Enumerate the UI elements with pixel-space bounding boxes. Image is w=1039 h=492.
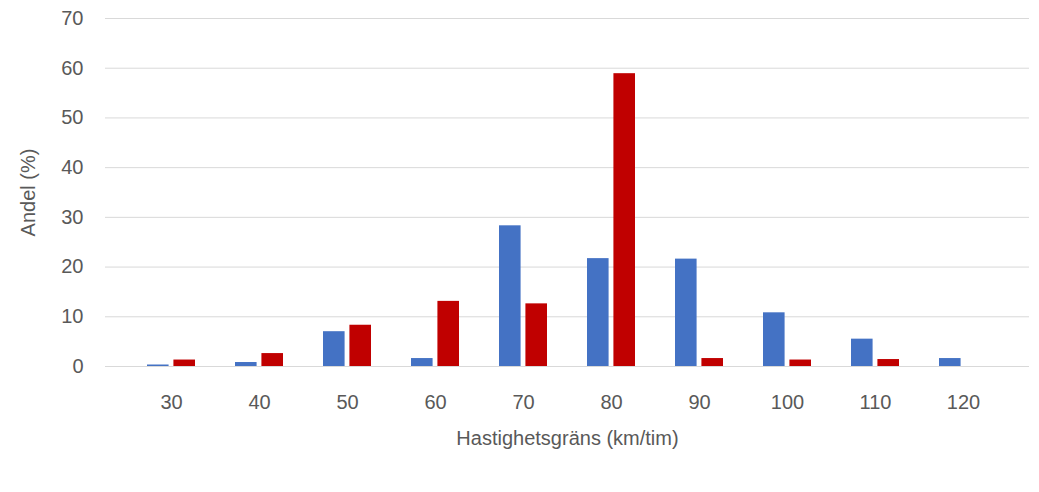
- svg-text:60: 60: [424, 391, 446, 413]
- svg-text:20: 20: [61, 255, 83, 277]
- svg-text:110: 110: [860, 391, 892, 413]
- svg-text:120: 120: [947, 391, 980, 413]
- svg-text:90: 90: [688, 391, 710, 413]
- svg-text:60: 60: [61, 57, 83, 79]
- svg-text:30: 30: [160, 391, 182, 413]
- svg-text:70: 70: [61, 7, 83, 29]
- svg-text:Andel (%): Andel (%): [17, 149, 39, 237]
- svg-text:30: 30: [61, 206, 83, 228]
- svg-text:70: 70: [512, 391, 534, 413]
- svg-text:50: 50: [336, 391, 358, 413]
- svg-text:10: 10: [61, 305, 83, 327]
- svg-text:0: 0: [72, 355, 83, 377]
- svg-text:50: 50: [61, 106, 83, 128]
- svg-text:40: 40: [248, 391, 270, 413]
- svg-text:40: 40: [61, 156, 83, 178]
- svg-text:Hastighetsgräns (km/tim): Hastighetsgräns (km/tim): [456, 427, 678, 449]
- svg-text:100: 100: [771, 391, 804, 413]
- svg-text:80: 80: [600, 391, 622, 413]
